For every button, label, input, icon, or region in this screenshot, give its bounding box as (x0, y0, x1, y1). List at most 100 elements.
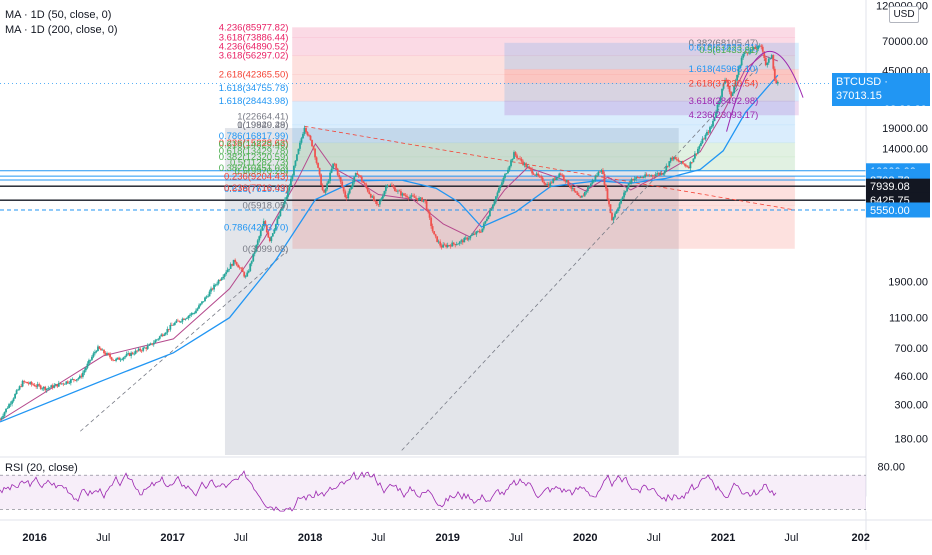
fib-label: 0.618(14829.46) (219, 140, 289, 151)
candle-body (229, 264, 232, 269)
arc-drawing (726, 51, 804, 132)
ma50-legend[interactable]: MA · 1D (50, close, 0) (5, 9, 112, 21)
ma200-legend[interactable]: MA · 1D (200, close, 0) (5, 24, 118, 36)
candle-body (66, 381, 69, 383)
candle-body (635, 177, 638, 179)
candle-body (241, 268, 244, 273)
candle-body (116, 357, 119, 359)
fib-label: 1(22664.41) (237, 111, 288, 122)
candle-body (302, 133, 304, 139)
candle-body (279, 210, 282, 217)
candle-body (369, 194, 372, 198)
fib-label: 0.618(7619.93) (224, 184, 288, 195)
trendline (80, 250, 288, 432)
candle-body (388, 185, 390, 186)
candle-body (710, 126, 713, 128)
candle-body (573, 187, 576, 192)
candle-body (69, 379, 72, 383)
candle-body (740, 57, 743, 66)
candle-body (538, 175, 541, 177)
candle-body (476, 231, 479, 233)
candle-body (547, 184, 550, 188)
candle-body (17, 389, 19, 391)
candle-body (537, 173, 540, 176)
fib-label: 1.618(34755.78) (219, 83, 289, 94)
candle-body (339, 177, 342, 182)
candle-body (773, 68, 776, 81)
candle-body (659, 172, 662, 175)
candle-body (294, 160, 297, 166)
candle-body (306, 132, 309, 136)
candle-body (454, 244, 457, 246)
candle-body (253, 251, 256, 254)
candle-body (121, 359, 123, 361)
candle-body (599, 171, 601, 173)
time-axis-label: Jul (647, 532, 661, 544)
candle-body (124, 356, 127, 358)
candle-body (648, 175, 651, 177)
candle-body (326, 183, 329, 190)
currency-button[interactable]: USD (889, 6, 919, 23)
fib-label: 0.5(11282.73) (230, 158, 288, 169)
candle-body (687, 167, 690, 169)
rsi-band (0, 475, 866, 510)
candle-body (629, 182, 631, 184)
candle-body (719, 96, 722, 102)
candle-body (469, 235, 472, 239)
candle-body (458, 241, 461, 244)
candle-body (713, 116, 716, 121)
candle-body (725, 79, 728, 82)
candle-body (106, 353, 108, 355)
candle-body (502, 177, 505, 183)
candle-body (232, 259, 235, 266)
candle-body (300, 138, 303, 143)
candle-body (261, 226, 264, 231)
candle-body (671, 157, 674, 160)
candle-body (489, 210, 491, 217)
candle-body (577, 194, 580, 197)
candle-body (602, 170, 604, 175)
candle-body (110, 357, 113, 360)
candle-body (228, 268, 231, 270)
candle-body (413, 196, 416, 198)
candle-body (718, 101, 720, 105)
candle-body (344, 191, 347, 198)
candle-body (95, 350, 98, 352)
candle-body (27, 383, 30, 385)
candle-body (101, 349, 104, 351)
candle-body (47, 388, 50, 389)
candle-body (152, 342, 155, 345)
rsi-legend[interactable]: RSI (20, close) (5, 462, 78, 474)
candle-body (134, 350, 137, 354)
candle-body (739, 65, 742, 68)
candle-body (675, 159, 678, 160)
candle-body (743, 52, 746, 55)
candle-body (189, 314, 191, 316)
candle-body (375, 201, 378, 205)
candle-body (516, 155, 518, 159)
candle-body (277, 216, 280, 219)
candle-body (128, 353, 131, 356)
candle-body (632, 179, 635, 181)
candle-body (653, 175, 656, 177)
candle-body (202, 301, 205, 303)
candle-body (270, 236, 273, 242)
candle-body (749, 49, 752, 53)
candle-body (360, 176, 363, 182)
candle-body (715, 111, 717, 117)
price-tag-label: 7939.08 (870, 181, 910, 193)
candle-body (498, 188, 500, 193)
candle-body (576, 192, 579, 195)
candle-body (746, 52, 749, 54)
candle-body (154, 340, 157, 343)
candle-body (327, 181, 330, 184)
candle-body (18, 386, 21, 390)
candle-body (78, 375, 81, 379)
candle-body (20, 386, 23, 388)
candle-body (363, 182, 366, 185)
fib-label: 0.382(68105.47) (689, 38, 759, 49)
candle-body (651, 175, 654, 176)
time-axis-label: Jul (234, 532, 248, 544)
